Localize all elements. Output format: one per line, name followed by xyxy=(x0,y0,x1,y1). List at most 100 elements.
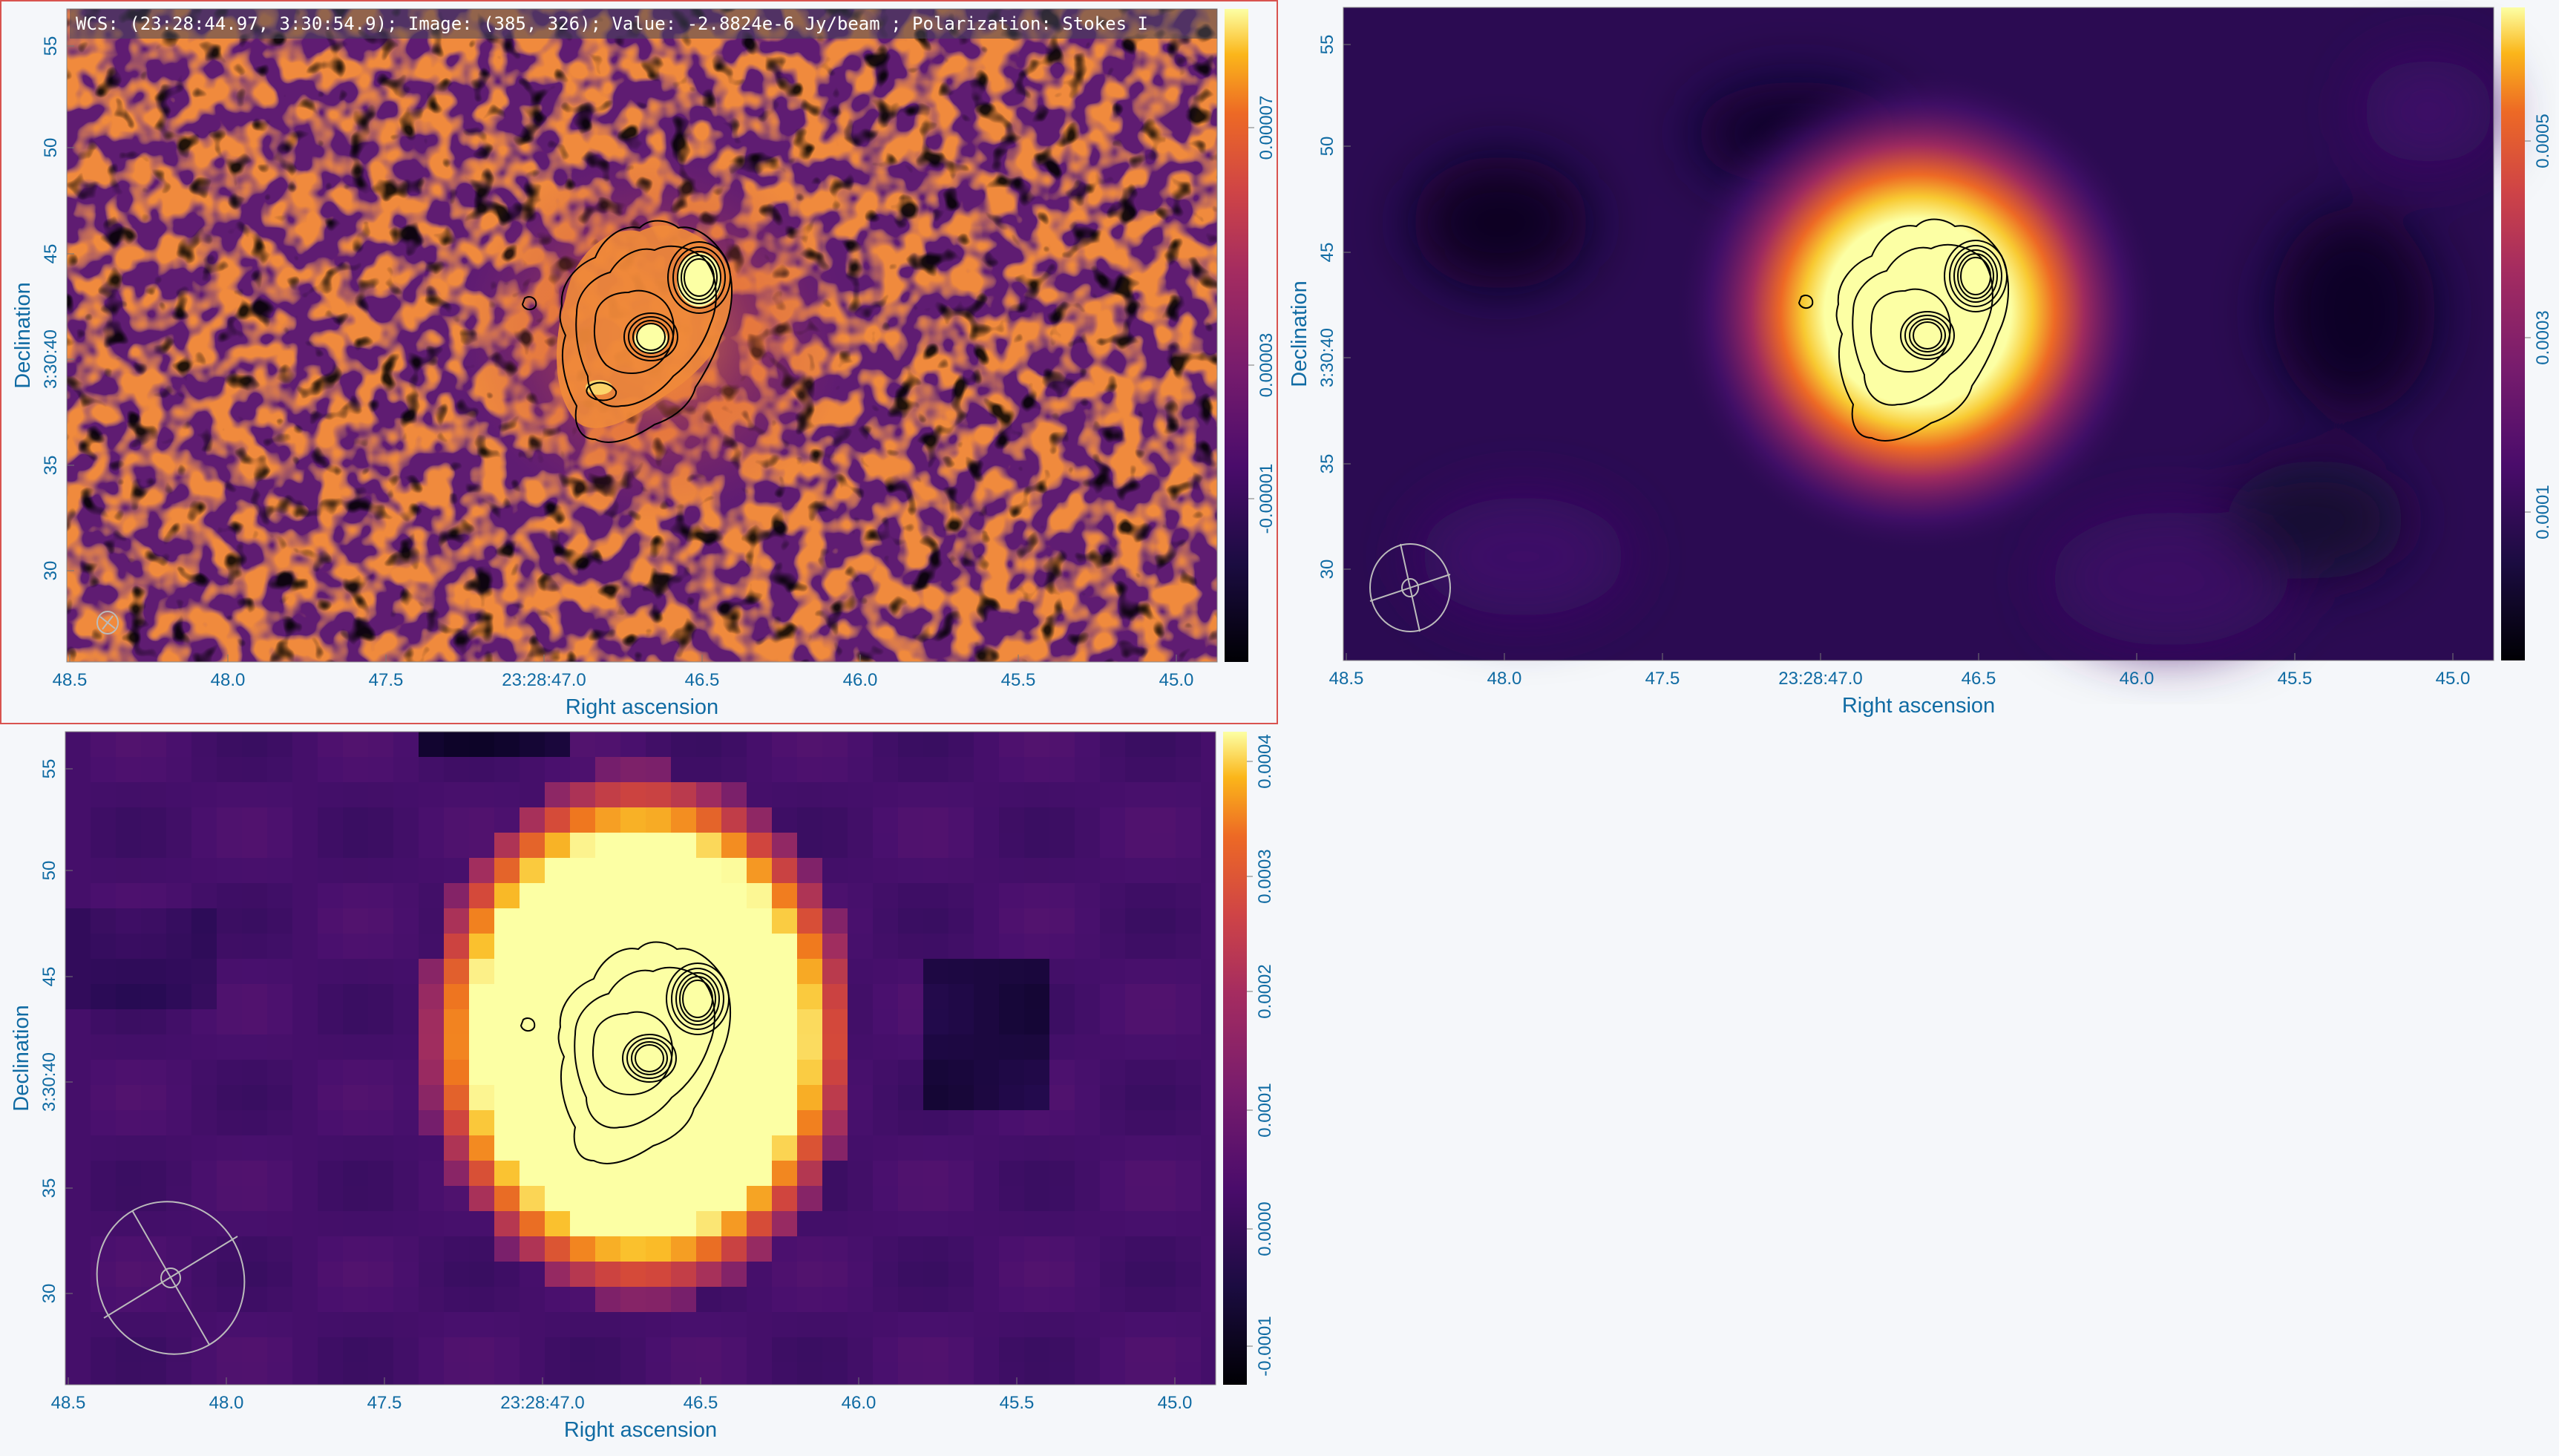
map-pixel xyxy=(772,1135,797,1161)
map-image[interactable] xyxy=(67,9,1217,662)
map-pixel xyxy=(267,1034,292,1060)
map-pixel xyxy=(419,984,444,1009)
map-pixel xyxy=(721,1236,747,1262)
map-pixel xyxy=(797,858,822,883)
image-panel-3[interactable]: 48.5 48.0 47.5 23:28:47.0 46.5 46.0 45.5 45.0 55… xyxy=(0,724,1278,1456)
map-image[interactable] xyxy=(1343,7,2495,660)
map-pixel xyxy=(292,1211,318,1236)
map-pixel xyxy=(1024,757,1049,782)
image-panel-1[interactable]: 48.5 48.0 47.5 23:28:47.0 46.5 46.0 45.5 45.0 55… xyxy=(0,0,1278,724)
map-pixel xyxy=(797,732,822,757)
map-pixel xyxy=(545,1060,570,1085)
map-pixel xyxy=(444,1362,469,1385)
map-pixel xyxy=(620,959,646,984)
map-pixel xyxy=(267,1009,292,1034)
map-pixel xyxy=(671,782,696,807)
map-pixel xyxy=(191,1362,217,1385)
map-pixel xyxy=(191,934,217,959)
map-pixel xyxy=(1125,1211,1150,1236)
map-pixel xyxy=(974,1186,999,1211)
map-pixel xyxy=(166,1186,191,1211)
map-pixel xyxy=(948,1009,974,1034)
map-pixel xyxy=(444,908,469,934)
map-pixel xyxy=(217,757,242,782)
map-pixel xyxy=(974,1312,999,1337)
panel-3-plot[interactable]: 48.5 48.0 47.5 23:28:47.0 46.5 46.0 45.5 45.0 55… xyxy=(0,724,1278,1456)
map-pixel xyxy=(65,959,91,984)
x-tick-label: 46.0 xyxy=(843,670,878,690)
map-pixel xyxy=(1075,757,1100,782)
map-pixel xyxy=(1201,1009,1216,1034)
map-pixel xyxy=(1150,1312,1176,1337)
contour-overlay xyxy=(1798,218,2009,442)
map-pixel xyxy=(292,732,318,757)
map-pixel xyxy=(898,1362,923,1385)
map-pixel xyxy=(444,1337,469,1362)
map-pixel xyxy=(848,1085,873,1110)
map-pixel xyxy=(242,1236,267,1262)
map-pixel xyxy=(747,1085,772,1110)
map-pixel xyxy=(999,1135,1024,1161)
map-pixel xyxy=(1176,959,1201,984)
image-panel-2[interactable]: 48.5 48.0 47.5 23:28:47.0 46.5 46.0 45.5 45.0 55… xyxy=(1278,0,2556,724)
map-pixel xyxy=(797,1085,822,1110)
map-pixel xyxy=(242,782,267,807)
map-pixel xyxy=(267,1287,292,1312)
map-pixel xyxy=(721,1337,747,1362)
map-pixel xyxy=(999,934,1024,959)
map-pixel xyxy=(1075,1262,1100,1287)
map-pixel xyxy=(948,959,974,984)
map-pixel xyxy=(1100,1135,1125,1161)
map-pixel xyxy=(1075,1186,1100,1211)
map-pixel xyxy=(898,782,923,807)
map-pixel xyxy=(1201,1186,1216,1211)
x-tick-label: 48.0 xyxy=(1487,669,1522,689)
map-pixel xyxy=(1049,1034,1075,1060)
map-pixel xyxy=(318,1211,343,1236)
map-pixel xyxy=(318,934,343,959)
map-pixel xyxy=(1150,1186,1176,1211)
map-pixel xyxy=(419,782,444,807)
map-pixel xyxy=(166,1009,191,1034)
map-pixel xyxy=(1125,1236,1150,1262)
map-pixel xyxy=(1075,1135,1100,1161)
map-pixel xyxy=(393,1110,419,1135)
map-pixel xyxy=(419,1262,444,1287)
map-pixel xyxy=(393,833,419,858)
map-pixel xyxy=(166,908,191,934)
map-pixel xyxy=(494,1362,520,1385)
map-pixel xyxy=(923,757,948,782)
map-pixel xyxy=(1176,757,1201,782)
map-pixel xyxy=(595,1362,620,1385)
map-pixel xyxy=(646,757,671,782)
map-pixel xyxy=(91,833,116,858)
map-pixel xyxy=(343,1186,368,1211)
map-pixel xyxy=(545,1110,570,1135)
map-pixel xyxy=(242,1161,267,1186)
map-image[interactable] xyxy=(65,732,1216,1385)
panel-2-plot[interactable]: 48.5 48.0 47.5 23:28:47.0 46.5 46.0 45.5 45.0 55… xyxy=(1278,0,2556,724)
map-pixel xyxy=(1075,782,1100,807)
map-pixel xyxy=(1176,934,1201,959)
map-pixel xyxy=(620,833,646,858)
map-pixel xyxy=(91,883,116,908)
panel-1-plot[interactable]: 48.5 48.0 47.5 23:28:47.0 46.5 46.0 45.5 45.0 55… xyxy=(1,1,1280,726)
colorbar-tick-label: 0.0003 xyxy=(2533,310,2553,364)
map-pixel xyxy=(999,807,1024,833)
map-pixel xyxy=(343,1161,368,1186)
map-pixel xyxy=(1201,732,1216,757)
map-pixel xyxy=(469,1161,494,1186)
map-pixel xyxy=(974,1262,999,1287)
map-pixel xyxy=(166,1161,191,1186)
map-pixel xyxy=(923,1262,948,1287)
map-pixel xyxy=(620,984,646,1009)
map-pixel xyxy=(368,1262,393,1287)
map-pixel xyxy=(721,732,747,757)
map-pixel xyxy=(343,1312,368,1337)
map-pixel xyxy=(520,934,545,959)
map-pixel xyxy=(494,732,520,757)
map-pixel xyxy=(948,1085,974,1110)
map-pixel xyxy=(520,1009,545,1034)
map-pixel xyxy=(217,934,242,959)
map-pixel xyxy=(747,757,772,782)
